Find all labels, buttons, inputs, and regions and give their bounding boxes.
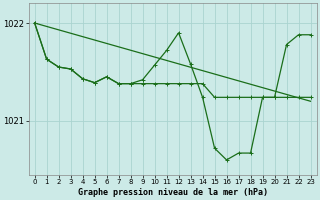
X-axis label: Graphe pression niveau de la mer (hPa): Graphe pression niveau de la mer (hPa) [77,188,268,197]
